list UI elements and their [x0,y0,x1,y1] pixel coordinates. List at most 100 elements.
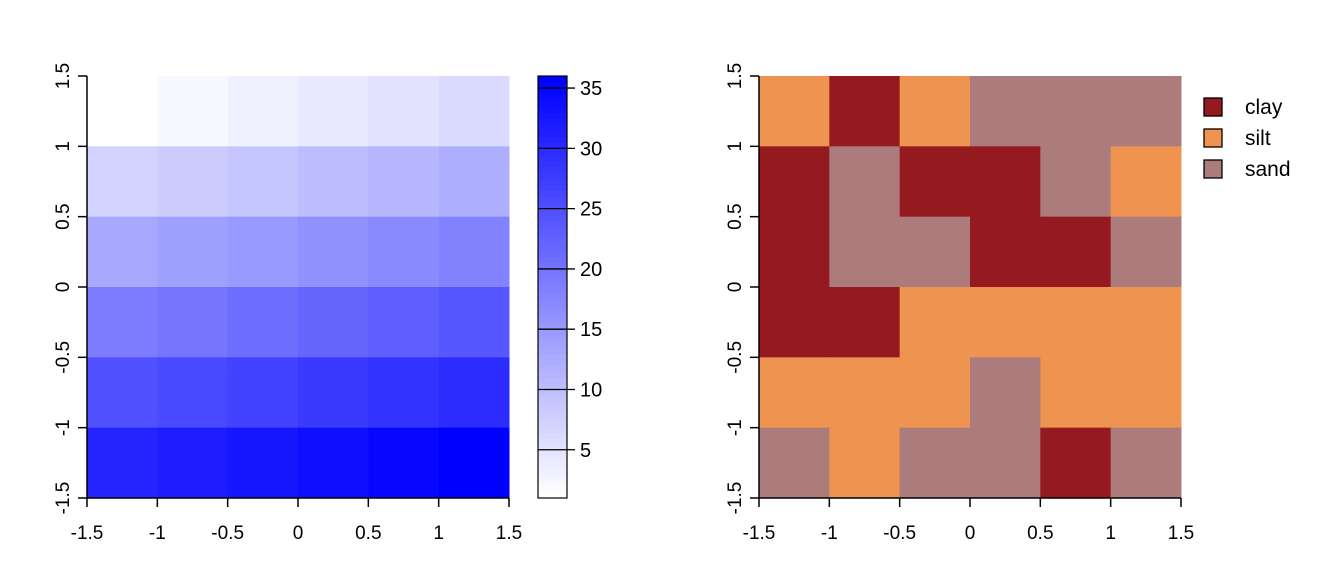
colorbar-band [538,335,567,342]
heatmap-cell [368,357,440,429]
continuous-heatmap-panel: -1.5 -1 -0.5 0 0.5 1 1.5 -1.5 -1 -0.5 0 0.5 1 1.5 5 10 1… [53,63,602,544]
x-tick-label: 1.5 [1168,523,1194,544]
categorical-heatmap-panel: -1.5 -1 -0.5 0 0.5 1 1.5 -1.5 -1 -0.5 0 0.5 1 1.5 clay… [725,63,1291,544]
colorbar-band [538,329,567,336]
heatmap-cell [227,357,299,429]
heatmap-cell [368,146,440,218]
heatmap-cell [87,427,158,499]
heatmap-cell [298,287,369,358]
colorbar-band [538,130,567,137]
colorbar-band [538,244,567,252]
x-tick-label: -1.5 [743,523,776,544]
heatmap-cell [438,357,510,429]
class-cell-silt [1110,146,1182,218]
colorbar-band [538,467,567,475]
colorbar-band [538,178,567,186]
y-tick-label: 0.5 [53,203,74,229]
colorbar-band [538,226,567,234]
heatmap-cell [438,427,510,499]
colorbar-band [538,371,567,379]
colorbar-band [538,437,567,445]
heatmap-cell [157,146,229,218]
class-cell-silt [899,287,971,358]
colorbar-band [538,232,567,240]
heatmap-cell [157,216,229,288]
class-cell-silt [829,357,901,429]
class-cell-sand [970,357,1041,429]
legend-label: sand [1245,158,1291,181]
y-tick-label: -1 [725,419,746,436]
colorbar-tick-label: 30 [580,138,602,160]
colorbar-frame [537,75,568,499]
colorbar-band [538,238,567,246]
heatmap-cell [87,357,158,429]
colorbar-band [538,118,567,125]
colorbar-band [538,401,567,409]
colorbar-band [538,461,567,469]
colorbar-band [538,262,567,270]
colorbar-band [538,359,567,366]
class-cell-silt [759,76,830,147]
class-cell-silt [899,76,971,147]
colorbar-band [538,485,567,493]
heatmap-cell [227,146,299,218]
x-tick-label: 0.5 [355,523,381,544]
colorbar-band [538,148,567,155]
colorbar-band [538,154,567,161]
heatmap-cell [157,357,229,429]
class-cell-clay [1040,216,1112,288]
y-tick-label: 1.5 [725,63,746,89]
colorbar-band [538,293,567,300]
colorbar-band [538,82,567,89]
heatmap-cell [87,146,158,218]
colorbar-band [538,389,567,397]
legend-swatch [1203,128,1223,148]
heatmap-cell [438,216,510,288]
heatmap-cell [368,76,440,147]
colorbar-band [538,473,567,481]
heatmap-cell [227,216,299,288]
class-cell-clay [1040,427,1112,499]
colorbar-band [538,419,567,427]
colorbar-band [538,491,567,499]
colorbar-band [538,425,567,433]
colorbar-band [538,323,567,330]
colorbar-band [538,341,567,348]
colorbar-band [538,250,567,258]
colorbar-band [538,202,567,210]
colorbar-band [538,407,567,415]
colorbar-band [538,413,567,421]
colorbar-band [538,443,567,451]
colorbar-band [538,208,567,216]
class-cell-silt [1040,357,1112,429]
x-tick-label: 0 [965,523,976,544]
colorbar-tick-label: 10 [580,379,602,401]
x-tick-label: 0.5 [1027,523,1053,544]
class-cell-clay [899,146,971,218]
x-tick-label: -0.5 [883,523,916,544]
colorbar-band [538,76,567,83]
x-tick-label: -1.5 [71,523,104,544]
y-tick-label: -1 [53,419,74,436]
colorbar-band [538,256,567,264]
colorbar-band [538,347,567,354]
x-tick-label: -0.5 [211,523,244,544]
colorbar-band [538,160,567,168]
colorbar-tick-label: 20 [580,259,602,281]
x-tick-label: 1 [1105,523,1116,544]
colorbar-tick-label: 5 [580,440,591,462]
class-cell-sand [829,146,901,218]
class-cell-sand [829,216,901,288]
colorbar-tick-label: 35 [580,78,602,100]
heatmap-cell [227,287,299,358]
class-cell-sand [1110,216,1182,288]
class-cell-silt [899,357,971,429]
heatmap-cell [157,287,229,358]
y-tick-label: -0.5 [725,341,746,374]
colorbar-band [538,299,567,306]
class-cell-silt [1110,357,1182,429]
heatmap-cell [368,287,440,358]
heatmap-cell [438,287,510,358]
legend-label: clay [1245,96,1283,119]
class-cell-clay [970,146,1041,218]
